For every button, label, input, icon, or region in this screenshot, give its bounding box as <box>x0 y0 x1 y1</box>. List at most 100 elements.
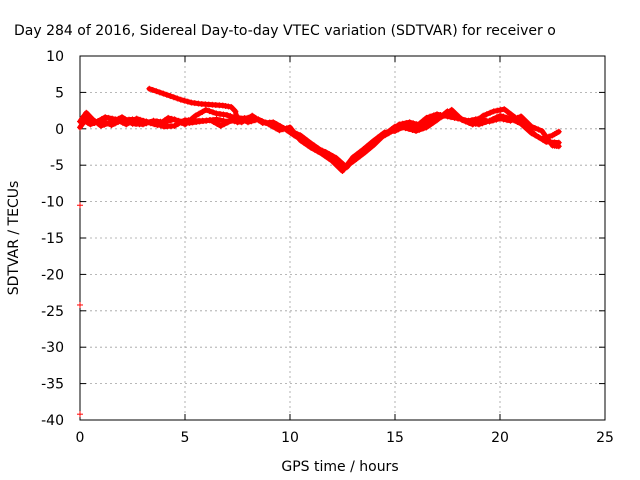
y-tick-label: -20 <box>41 267 64 283</box>
data-point <box>231 115 237 122</box>
data-point <box>451 114 458 121</box>
data-point <box>280 126 286 133</box>
data-point <box>109 115 116 122</box>
data-point <box>283 125 290 132</box>
data-point <box>168 115 175 122</box>
data-point <box>77 301 83 308</box>
data-point <box>497 115 503 122</box>
data-point <box>532 125 538 132</box>
data-point <box>161 117 168 124</box>
data-point <box>262 119 269 126</box>
data-point <box>514 114 521 121</box>
data-point <box>224 118 230 125</box>
data-point <box>374 134 381 141</box>
data-point <box>276 127 283 134</box>
data-point <box>364 143 370 150</box>
data-point <box>112 120 118 127</box>
data-point <box>353 151 360 158</box>
data-point <box>192 112 199 119</box>
data-point <box>160 90 167 97</box>
data-point <box>483 111 490 118</box>
y-tick-label: 5 <box>55 85 64 101</box>
data-point <box>105 120 111 127</box>
x-axis-label: GPS time / hours <box>281 459 398 475</box>
data-point <box>94 118 101 125</box>
data-point <box>490 108 497 115</box>
data-point <box>184 98 191 105</box>
data-point <box>448 106 455 113</box>
data-point <box>416 126 423 133</box>
data-point <box>339 168 346 175</box>
data-point <box>350 154 356 161</box>
data-point <box>458 116 465 123</box>
data-point <box>367 140 374 147</box>
data-point <box>227 117 234 124</box>
data-point <box>360 146 367 153</box>
data-point <box>532 132 539 139</box>
data-point <box>181 97 188 104</box>
data-point <box>322 152 328 159</box>
data-point <box>395 126 402 133</box>
data-point <box>220 117 227 124</box>
data-point <box>441 112 447 119</box>
data-point <box>518 113 524 120</box>
data-point <box>172 116 179 123</box>
data-point <box>255 116 262 123</box>
data-point <box>318 150 325 157</box>
data-point <box>507 117 514 124</box>
data-point <box>156 89 163 96</box>
data-point <box>297 137 304 144</box>
data-point <box>140 117 146 124</box>
data-point <box>455 115 461 122</box>
data-point <box>555 143 562 150</box>
data-point <box>165 114 172 121</box>
data-point <box>430 112 437 119</box>
data-point <box>539 136 546 143</box>
data-point <box>167 93 174 100</box>
data-point <box>98 117 104 124</box>
x-tick-label: 10 <box>281 430 299 446</box>
data-point <box>304 142 311 149</box>
data-point <box>493 116 500 123</box>
data-point <box>170 94 177 101</box>
data-point <box>149 86 156 93</box>
data-point <box>437 111 444 118</box>
x-tick-label: 5 <box>181 430 190 446</box>
data-point <box>248 118 255 125</box>
data-point <box>413 123 419 130</box>
y-tick-label: -35 <box>41 377 64 393</box>
data-point <box>259 118 265 125</box>
data-point <box>462 117 468 124</box>
data-point <box>266 121 272 128</box>
data-point <box>105 114 112 121</box>
y-tick-label: -5 <box>50 158 64 174</box>
data-point <box>147 119 153 126</box>
data-point <box>252 117 258 124</box>
data-point <box>434 111 440 118</box>
data-point <box>290 128 297 135</box>
data-point <box>465 117 472 124</box>
data-point <box>416 120 423 127</box>
data-point <box>213 116 220 123</box>
data-point <box>175 120 181 127</box>
data-point <box>332 161 339 168</box>
data-point <box>245 119 251 126</box>
data-point <box>143 118 150 125</box>
data-point <box>315 148 321 155</box>
data-point <box>329 157 335 164</box>
data-point <box>146 85 153 92</box>
data-point <box>525 120 531 127</box>
data-point <box>269 123 276 130</box>
data-point <box>528 123 535 130</box>
data-point <box>535 126 542 133</box>
data-point <box>504 117 510 124</box>
data-point <box>423 114 430 121</box>
data-point <box>77 411 83 418</box>
data-point <box>487 109 494 116</box>
data-point <box>486 118 493 125</box>
data-point <box>203 106 209 113</box>
y-tick-label: -40 <box>41 413 64 429</box>
data-point <box>427 113 433 120</box>
data-point <box>497 106 504 113</box>
